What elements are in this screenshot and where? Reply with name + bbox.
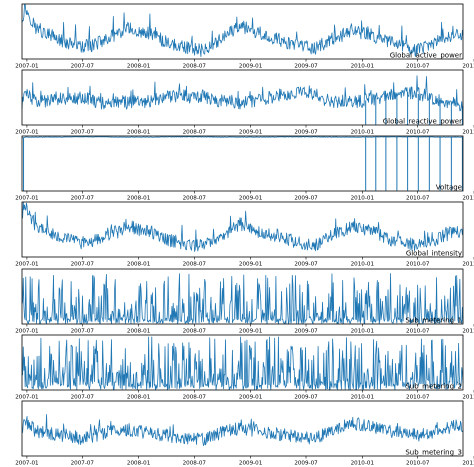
x-tick-label: 2009-01 xyxy=(239,196,263,202)
series-line-global-reactive-power xyxy=(21,75,464,114)
x-tick-label: 2011-01 xyxy=(462,461,474,467)
panel-global-active-power: 2007-01 2007-07 2008-01 2008-07 2009-01 2009-… xyxy=(15,3,474,70)
x-tick-label: 2010-01 xyxy=(351,461,375,467)
axes-frame xyxy=(21,201,464,258)
x-tick-label: 2009-01 xyxy=(239,130,263,136)
x-tick-label: 2010-07 xyxy=(406,262,430,268)
x-tick-label: 2007-01 xyxy=(15,64,39,70)
x-tick-label: 2008-01 xyxy=(127,196,151,202)
x-tick-label: 2009-01 xyxy=(239,461,263,467)
x-tick-label: 2009-01 xyxy=(239,64,263,70)
axes-frame xyxy=(21,69,464,126)
x-tick-label: 2008-01 xyxy=(127,262,151,268)
panel-sub-metering-2: 2007-01 2007-07 2008-01 2008-07 2009-01 2009-… xyxy=(15,334,474,401)
x-tick-label: 2007-01 xyxy=(15,130,39,136)
x-tick-label: 2008-01 xyxy=(127,64,151,70)
series-line-sub-metering-1 xyxy=(21,273,464,325)
x-tick-label: 2007-07 xyxy=(71,395,95,401)
panel-title: Voltage xyxy=(436,184,462,192)
series-line-sub-metering-2 xyxy=(21,336,464,391)
x-tick-label: 2010-01 xyxy=(351,130,375,136)
x-tick-label: 2008-01 xyxy=(127,130,151,136)
x-tick-label: 2010-07 xyxy=(406,395,430,401)
x-tick-label: 2008-07 xyxy=(183,130,207,136)
x-tick-label: 2008-01 xyxy=(127,395,151,401)
axes-frame xyxy=(21,334,464,391)
x-tick-label: 2009-01 xyxy=(239,395,263,401)
x-tick-label: 2010-01 xyxy=(351,64,375,70)
x-tick-label: 2011-01 xyxy=(462,130,474,136)
x-tick-label: 2008-07 xyxy=(183,262,207,268)
series-line-sub-metering-3 xyxy=(21,414,464,446)
panel-sub-metering-3: 2007-01 2007-07 2008-01 2008-07 2009-01 2009-… xyxy=(15,400,474,467)
x-tick-label: 2007-01 xyxy=(15,395,39,401)
panel-global-intensity: 2007-01 2007-07 2008-01 2008-07 2009-01 2009-… xyxy=(15,201,474,268)
x-tick-label: 2010-01 xyxy=(351,262,375,268)
panel-title: Sub_metering_1 xyxy=(405,317,462,325)
x-tick-label: 2008-07 xyxy=(183,395,207,401)
x-tick-label: 2007-07 xyxy=(71,329,95,335)
x-tick-label: 2010-01 xyxy=(351,395,375,401)
x-tick-label: 2011-01 xyxy=(462,262,474,268)
panel-title: Global_reactive_power xyxy=(383,118,462,126)
x-tick-label: 2008-07 xyxy=(183,196,207,202)
panel-voltage: 2007-01 2007-07 2008-01 2008-07 2009-01 2009-… xyxy=(15,135,474,202)
x-tick-label: 2008-07 xyxy=(183,64,207,70)
x-tick-label: 2009-07 xyxy=(294,130,318,136)
x-tick-label: 2007-01 xyxy=(15,262,39,268)
x-tick-label: 2009-07 xyxy=(294,461,318,467)
x-tick-label: 2007-07 xyxy=(71,130,95,136)
x-tick-label: 2010-07 xyxy=(406,64,430,70)
x-tick-label: 2011-01 xyxy=(462,64,474,70)
x-tick-label: 2007-01 xyxy=(15,196,39,202)
x-tick-label: 2007-07 xyxy=(71,461,95,467)
series-line-voltage xyxy=(21,135,464,139)
x-tick-label: 2009-01 xyxy=(239,329,263,335)
series-line-global-active-power xyxy=(21,3,464,57)
x-tick-label: 2009-01 xyxy=(239,262,263,268)
x-tick-label: 2007-07 xyxy=(71,262,95,268)
panel-title: Global_intensity xyxy=(406,250,462,258)
x-tick-label: 2008-07 xyxy=(183,329,207,335)
x-tick-label: 2009-07 xyxy=(294,196,318,202)
panel-sub-metering-1: 2007-01 2007-07 2008-01 2008-07 2009-01 2009-… xyxy=(15,268,474,335)
x-tick-label: 2008-01 xyxy=(127,329,151,335)
axes-frame xyxy=(21,135,464,192)
x-tick-label: 2009-07 xyxy=(294,395,318,401)
x-tick-label: 2010-01 xyxy=(351,329,375,335)
panel-title: Sub_metering_3 xyxy=(405,449,462,457)
x-tick-label: 2010-07 xyxy=(406,130,430,136)
axes-frame xyxy=(21,268,464,325)
x-tick-label: 2009-07 xyxy=(294,262,318,268)
x-tick-label: 2010-07 xyxy=(406,461,430,467)
x-tick-label: 2009-07 xyxy=(294,329,318,335)
axes-frame xyxy=(21,3,464,60)
x-tick-label: 2011-01 xyxy=(462,196,474,202)
x-tick-label: 2007-07 xyxy=(71,64,95,70)
x-tick-label: 2010-07 xyxy=(406,196,430,202)
axes-frame xyxy=(21,400,464,457)
x-tick-label: 2011-01 xyxy=(462,329,474,335)
x-tick-label: 2009-07 xyxy=(294,64,318,70)
panel-title: Global_active_power xyxy=(390,52,462,60)
x-tick-label: 2007-07 xyxy=(71,196,95,202)
panel-global-reactive-power: 2007-01 2007-07 2008-01 2008-07 2009-01 2009-… xyxy=(15,69,474,136)
x-tick-label: 2008-01 xyxy=(127,461,151,467)
x-tick-label: 2007-01 xyxy=(15,461,39,467)
panel-title: Sub_metering_2 xyxy=(405,383,462,391)
x-tick-label: 2007-01 xyxy=(15,329,39,335)
x-tick-label: 2011-01 xyxy=(462,395,474,401)
series-line-global-intensity xyxy=(21,201,464,252)
x-tick-label: 2010-07 xyxy=(406,329,430,335)
x-tick-label: 2010-01 xyxy=(351,196,375,202)
x-tick-label: 2008-07 xyxy=(183,461,207,467)
